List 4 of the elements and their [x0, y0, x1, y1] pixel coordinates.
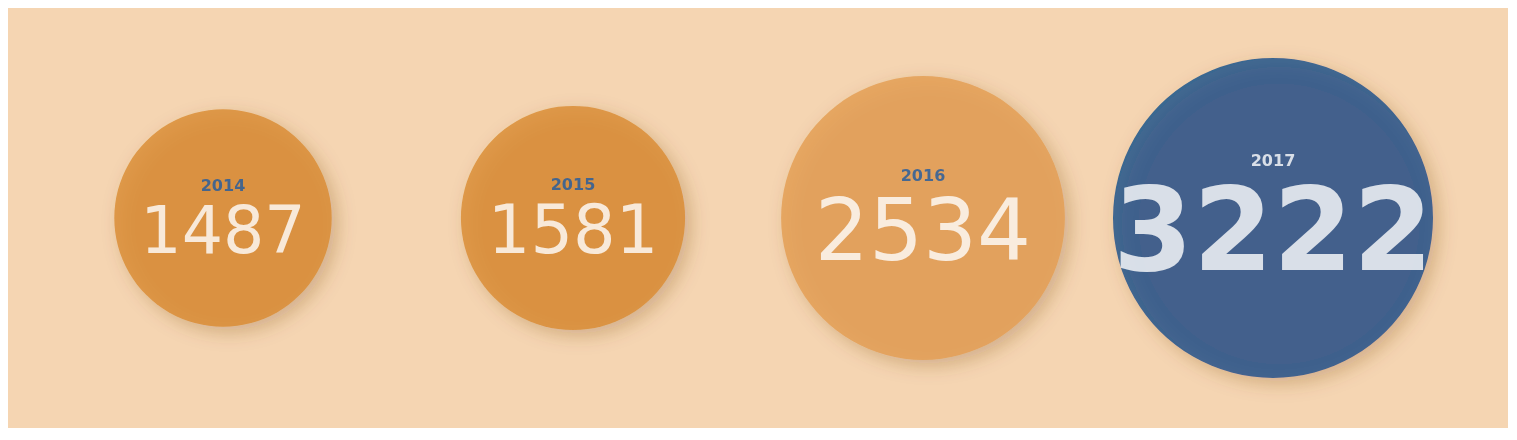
data-label: 1487 — [140, 192, 306, 268]
category-label: 2015 — [550, 175, 596, 194]
category-label: 2014 — [200, 176, 246, 195]
data-label: 1581 — [487, 191, 659, 269]
